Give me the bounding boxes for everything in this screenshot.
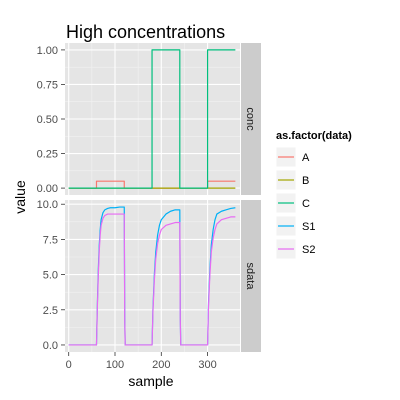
legend-entry-S1: S1 bbox=[275, 215, 315, 237]
x-tick-label: 0 bbox=[66, 359, 72, 371]
legend: as.factor(data) ABC S1 S2 bbox=[275, 130, 352, 260]
y-tick-label: 0.00 bbox=[37, 183, 58, 195]
x-tick-label: 300 bbox=[198, 359, 216, 371]
y-tick-label: 1.00 bbox=[37, 45, 58, 57]
series-line-S1 bbox=[68, 206, 236, 346]
y-tick-label: 10.0 bbox=[37, 199, 58, 211]
y-tick-label: 0.25 bbox=[37, 149, 58, 161]
y-tick-label: 0.50 bbox=[37, 114, 58, 126]
y-tick-label: 7.5 bbox=[43, 234, 58, 246]
legend-title: as.factor(data) bbox=[276, 130, 352, 142]
y-tick-label: 0.75 bbox=[37, 79, 58, 91]
panel-conc: 0.00 0.25 0.50 0.75 1.00 conc bbox=[37, 43, 261, 195]
y-tick-label: 5.0 bbox=[43, 270, 58, 282]
y-axis-label: value bbox=[12, 180, 28, 214]
x-tick-label: 200 bbox=[152, 359, 170, 371]
legend-entry-A: A bbox=[275, 146, 310, 168]
panels-layer: 0.00 0.25 0.50 0.75 1.00 conc 0.0 2.5 5.0 7.5 10.0… bbox=[37, 43, 261, 371]
facet-strip bbox=[241, 200, 261, 352]
chart-title: High concentrations bbox=[66, 22, 225, 42]
x-tick-label: 100 bbox=[106, 359, 124, 371]
facet-strip bbox=[241, 43, 261, 195]
y-tick-label: 2.5 bbox=[43, 305, 58, 317]
legend-label: B bbox=[302, 175, 309, 187]
facet-strip-label: conc bbox=[244, 107, 256, 131]
legend-label: S1 bbox=[302, 221, 315, 233]
legend-label: A bbox=[302, 152, 310, 164]
facet-strip-label: sdata bbox=[244, 263, 256, 291]
y-tick-label: 0.0 bbox=[43, 340, 58, 352]
x-axis-label: sample bbox=[128, 373, 173, 389]
panel-sdata: 0.0 2.5 5.0 7.5 10.0 sdata 0 100 200 300 bbox=[37, 199, 261, 371]
series-line-S2 bbox=[68, 213, 236, 346]
series-line-C bbox=[68, 49, 236, 189]
legend-label: C bbox=[302, 198, 310, 210]
legend-entry-B: B bbox=[275, 169, 309, 191]
legend-label: S2 bbox=[302, 244, 315, 256]
legend-entry-C: C bbox=[275, 192, 310, 214]
legend-entry-S2: S2 bbox=[275, 238, 315, 260]
